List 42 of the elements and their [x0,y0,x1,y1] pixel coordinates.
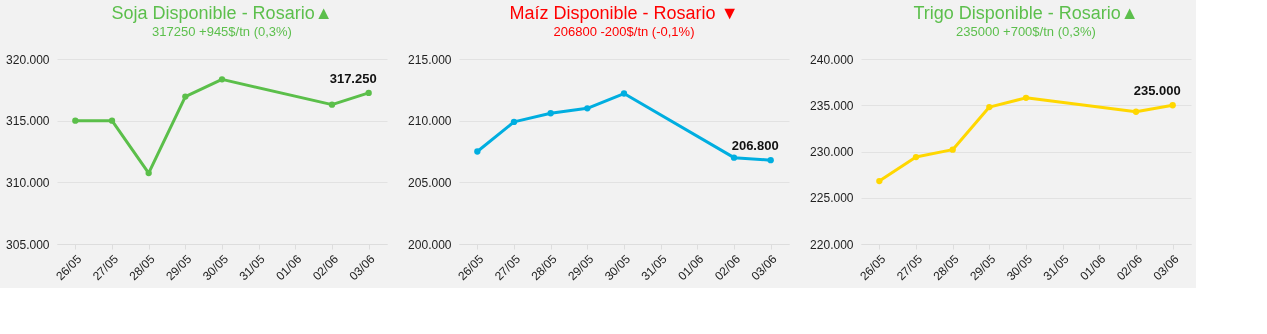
point [1169,102,1176,109]
chart-title: Maíz Disponible - Rosario ▼ [509,3,739,23]
point [108,117,116,124]
point [474,148,481,155]
y-tick-label: 240.000 [810,52,854,67]
chart-title: Trigo Disponible - Rosario▲ [913,3,1139,23]
point [328,101,336,108]
y-tick-label: 210.000 [408,114,452,129]
data-label: 317.250 [329,70,377,86]
y-tick-label: 320.000 [6,52,50,67]
point [1022,94,1030,102]
point [218,76,226,83]
point [365,89,372,97]
point [584,105,591,112]
point [949,146,956,153]
point [986,103,993,111]
y-tick-label: 220.000 [810,237,854,252]
y-tick-label: 235.000 [810,98,854,113]
point [620,90,628,97]
y-tick-label: 315.000 [6,114,50,129]
y-tick-label: 310.000 [6,175,50,190]
y-tick-label: 230.000 [810,145,854,159]
point [547,110,554,117]
y-tick-label: 305.000 [6,237,50,252]
chart-subtitle: 235000 +700$/tn (0,3%) [956,24,1096,39]
point [767,156,774,164]
data-label: 235.000 [1133,83,1181,99]
point [730,154,738,161]
point [876,177,883,185]
y-tick-label: 225.000 [810,191,854,206]
y-tick-label: 205.000 [408,175,452,190]
point [72,117,79,124]
chart-title: Soja Disponible - Rosario▲ [111,3,333,23]
data-label: 206.800 [731,138,779,154]
y-tick-label: 215.000 [408,52,452,67]
point [510,118,518,126]
chart-subtitle: 206800 -200$/tn (-0,1%) [553,24,695,39]
point [912,153,920,161]
y-tick-label: 200.000 [408,237,452,252]
point [182,93,189,100]
chart-subtitle: 317250 +945$/tn (0,3%) [152,24,292,39]
point [1132,108,1140,115]
